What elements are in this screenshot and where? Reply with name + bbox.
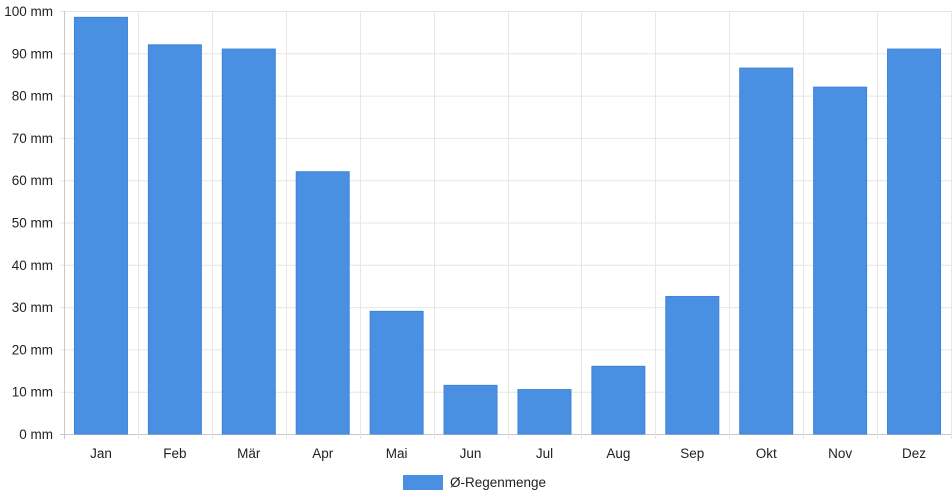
- y-tick-label: 90 mm: [12, 46, 53, 61]
- y-tick-label: 40 mm: [12, 258, 53, 273]
- bars: [73, 16, 942, 435]
- x-tick-label: Dez: [902, 446, 926, 461]
- y-tick-label: 100 mm: [4, 4, 53, 19]
- y-tick-label: 0 mm: [19, 427, 53, 442]
- bar-jun[interactable]: [443, 384, 498, 435]
- y-tick-label: 20 mm: [12, 342, 53, 357]
- y-tick-label: 30 mm: [12, 300, 53, 315]
- grid: [60, 11, 952, 439]
- y-tick-label: 50 mm: [12, 216, 53, 231]
- bar-mär[interactable]: [221, 48, 276, 435]
- bar-apr[interactable]: [295, 171, 350, 435]
- y-tick-label: 10 mm: [12, 385, 53, 400]
- bar-okt[interactable]: [739, 67, 794, 435]
- bar-jan[interactable]: [73, 16, 128, 435]
- x-tick-label: Nov: [828, 446, 852, 461]
- bar-mai[interactable]: [369, 310, 424, 435]
- x-tick-label: Mär: [237, 446, 261, 461]
- y-tick-labels: 0 mm 10 mm 20 mm 30 mm 40 mm 50 mm 60 mm 70 mm 8…: [4, 4, 53, 442]
- x-tick-label: Aug: [606, 446, 630, 461]
- bar-nov[interactable]: [813, 86, 868, 435]
- x-tick-label: Sep: [680, 446, 704, 461]
- legend[interactable]: Ø-Regenmenge: [403, 475, 546, 490]
- x-tick-label: Apr: [312, 446, 334, 461]
- bar-dez[interactable]: [887, 48, 942, 435]
- x-tick-label: Okt: [756, 446, 777, 461]
- bar-feb[interactable]: [147, 44, 202, 435]
- y-tick-label: 60 mm: [12, 173, 53, 188]
- x-tick-label: Jul: [536, 446, 553, 461]
- y-tick-label: 70 mm: [12, 131, 53, 146]
- y-tick-label: 80 mm: [12, 89, 53, 104]
- bar-jul[interactable]: [517, 389, 572, 435]
- x-tick-label: Mai: [386, 446, 408, 461]
- x-tick-label: Feb: [163, 446, 186, 461]
- bar-sep[interactable]: [665, 296, 720, 435]
- x-tick-labels: Jan Feb Mär Apr Mai Jun Jul Aug Sep Okt Nov Dez: [90, 446, 926, 461]
- legend-label: Ø-Regenmenge: [450, 475, 546, 490]
- x-tick-label: Jan: [90, 446, 112, 461]
- legend-swatch: [403, 475, 443, 490]
- bar-aug[interactable]: [591, 365, 646, 435]
- x-tick-label: Jun: [460, 446, 482, 461]
